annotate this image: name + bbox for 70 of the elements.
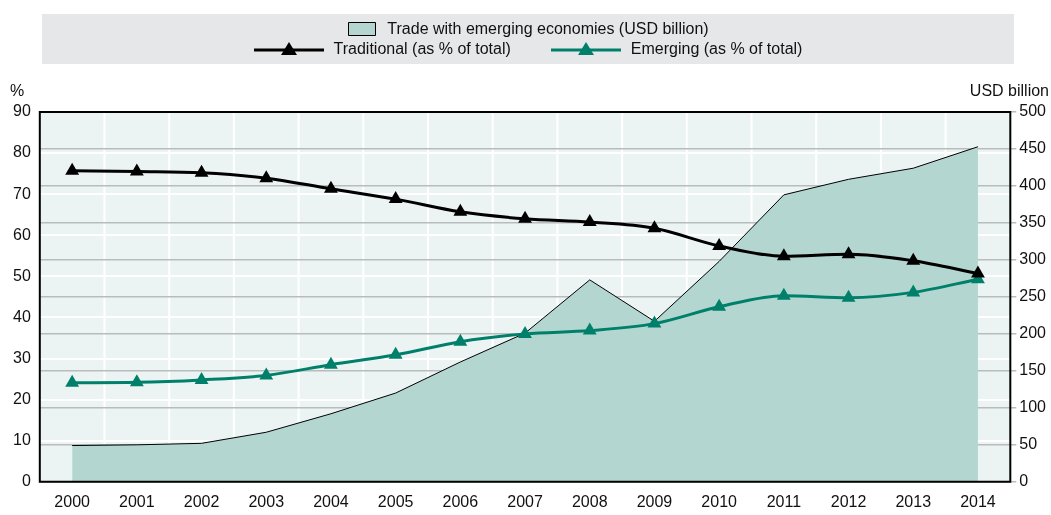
y2-tick-label: 500 [1019, 102, 1047, 120]
point [259, 367, 274, 380]
legend-label: Traditional (as % of total) [333, 40, 511, 58]
point [582, 214, 597, 227]
x-tick-label: 2011 [766, 492, 802, 510]
y2-tick-label: 50 [1019, 435, 1038, 453]
y-tick-label: 50 [13, 266, 31, 284]
y-axis-title: % [10, 82, 25, 100]
x-tick-label: 2002 [183, 492, 220, 510]
point [518, 325, 532, 338]
point [776, 287, 791, 300]
y-tick-label: 0 [21, 472, 31, 490]
y-tick-label: 40 [13, 307, 31, 325]
x-tick-label: 2003 [248, 492, 285, 510]
y2-tick-label: 0 [1019, 472, 1029, 490]
point [194, 371, 209, 384]
x-tick-label: 2009 [636, 492, 673, 510]
point [906, 252, 921, 265]
x-tick-label: 2010 [701, 492, 738, 510]
legend-label: Emerging (as % of total) [630, 40, 803, 58]
point [259, 170, 274, 183]
y-tick-label: 20 [13, 390, 31, 408]
x-tick-label: 2000 [54, 492, 91, 510]
point [388, 191, 403, 204]
y2-tick-label: 400 [1019, 176, 1047, 194]
point [129, 374, 144, 387]
y2-tick-label: 250 [1019, 287, 1047, 305]
y2-tick-label: 300 [1019, 250, 1047, 268]
point [65, 162, 80, 175]
point [582, 322, 597, 335]
point [647, 220, 662, 233]
x-tick-label: 2013 [895, 492, 932, 510]
y2-axis-title: USD billion [969, 82, 1049, 100]
point [324, 180, 338, 193]
x-tick-label: 2005 [377, 492, 414, 510]
x-tick-label: 2006 [442, 492, 479, 510]
y-tick-label: 60 [13, 225, 31, 243]
point [712, 298, 727, 311]
y-tick-label: 30 [13, 348, 31, 366]
point [453, 333, 468, 346]
y2-tick-label: 150 [1019, 361, 1047, 379]
point [65, 374, 80, 387]
y-tick-label: 10 [13, 431, 31, 449]
point [776, 248, 791, 261]
point [971, 265, 985, 278]
y-tick-label: 80 [13, 143, 31, 161]
point [453, 203, 468, 216]
x-tick-label: 2007 [507, 492, 543, 510]
point [194, 164, 209, 177]
point [324, 356, 338, 369]
y-tick-label: 70 [13, 184, 31, 202]
point [647, 315, 662, 328]
x-tick-label: 2012 [830, 492, 867, 510]
legend-label: Trade with emerging economies (USD billion) [387, 20, 709, 38]
y-tick-label: 90 [13, 102, 31, 120]
point [518, 210, 532, 223]
point [841, 289, 856, 302]
point [906, 284, 921, 297]
x-tick-label: 2004 [313, 492, 349, 510]
y2-tick-label: 350 [1019, 213, 1047, 231]
point [841, 246, 856, 259]
y2-tick-label: 100 [1019, 398, 1047, 416]
x-tick-label: 2014 [960, 492, 996, 510]
point [712, 237, 727, 250]
x-tick-label: 2001 [119, 492, 155, 510]
y2-tick-label: 450 [1019, 139, 1047, 157]
point [129, 163, 144, 176]
point [388, 346, 403, 359]
y2-tick-label: 200 [1019, 324, 1047, 342]
x-tick-label: 2008 [571, 492, 608, 510]
